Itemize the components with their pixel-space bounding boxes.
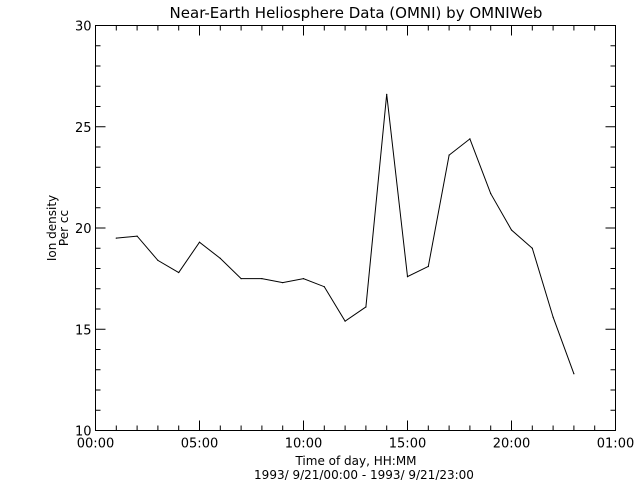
- y-tick-label: 30: [75, 20, 92, 35]
- data-point: [302, 278, 305, 280]
- series-points: [115, 93, 575, 375]
- data-point: [219, 257, 221, 259]
- data-point: [178, 271, 180, 274]
- data-point: [510, 229, 513, 231]
- data-point: [261, 278, 263, 280]
- data-point: [427, 265, 429, 268]
- data-point: [531, 247, 533, 249]
- data-point: [282, 282, 284, 284]
- x-axis-date-range: 1993/ 9/21/00:00 - 1993/ 9/21/23:00: [254, 468, 474, 480]
- data-point: [240, 278, 242, 280]
- data-point: [552, 316, 554, 318]
- y-axis-ticks: 10 15 20 25 30: [75, 20, 616, 440]
- data-point: [136, 235, 138, 237]
- data-point: [323, 286, 325, 288]
- data-point: [386, 93, 388, 95]
- data-point: [406, 276, 409, 278]
- ion-density-series-line: [116, 94, 575, 374]
- data-point: [115, 237, 117, 239]
- x-axis-label: Time of day, HH:MM: [294, 454, 416, 468]
- y-tick-label: 10: [75, 425, 92, 440]
- y-tick-label: 25: [75, 121, 92, 136]
- data-point: [365, 306, 367, 308]
- y-axis-unit: Per cc: [57, 210, 71, 246]
- x-tick-label: 05:00: [181, 437, 218, 452]
- data-point: [157, 259, 159, 261]
- data-point: [344, 320, 346, 322]
- data-point: [198, 241, 201, 243]
- x-tick-label: 15:00: [389, 437, 426, 452]
- x-axis-ticks: 00:00 05:00 10:00 15:00 20:00 01:00: [77, 25, 634, 452]
- chart-title: Near-Earth Heliosphere Data (OMNI) by OM…: [170, 4, 543, 22]
- y-axis-label: Ion density: [45, 195, 59, 261]
- data-point: [448, 154, 450, 156]
- x-tick-label: 00:00: [77, 437, 114, 452]
- plot-frame: [95, 25, 616, 431]
- y-tick-label: 20: [75, 222, 92, 237]
- data-point: [490, 192, 492, 195]
- x-tick-label: 10:00: [285, 437, 322, 452]
- x-tick-label: 20:00: [493, 437, 530, 452]
- y-tick-label: 15: [75, 323, 92, 338]
- data-point: [573, 373, 575, 375]
- x-tick-label: 01:00: [597, 437, 634, 452]
- data-point: [469, 138, 471, 140]
